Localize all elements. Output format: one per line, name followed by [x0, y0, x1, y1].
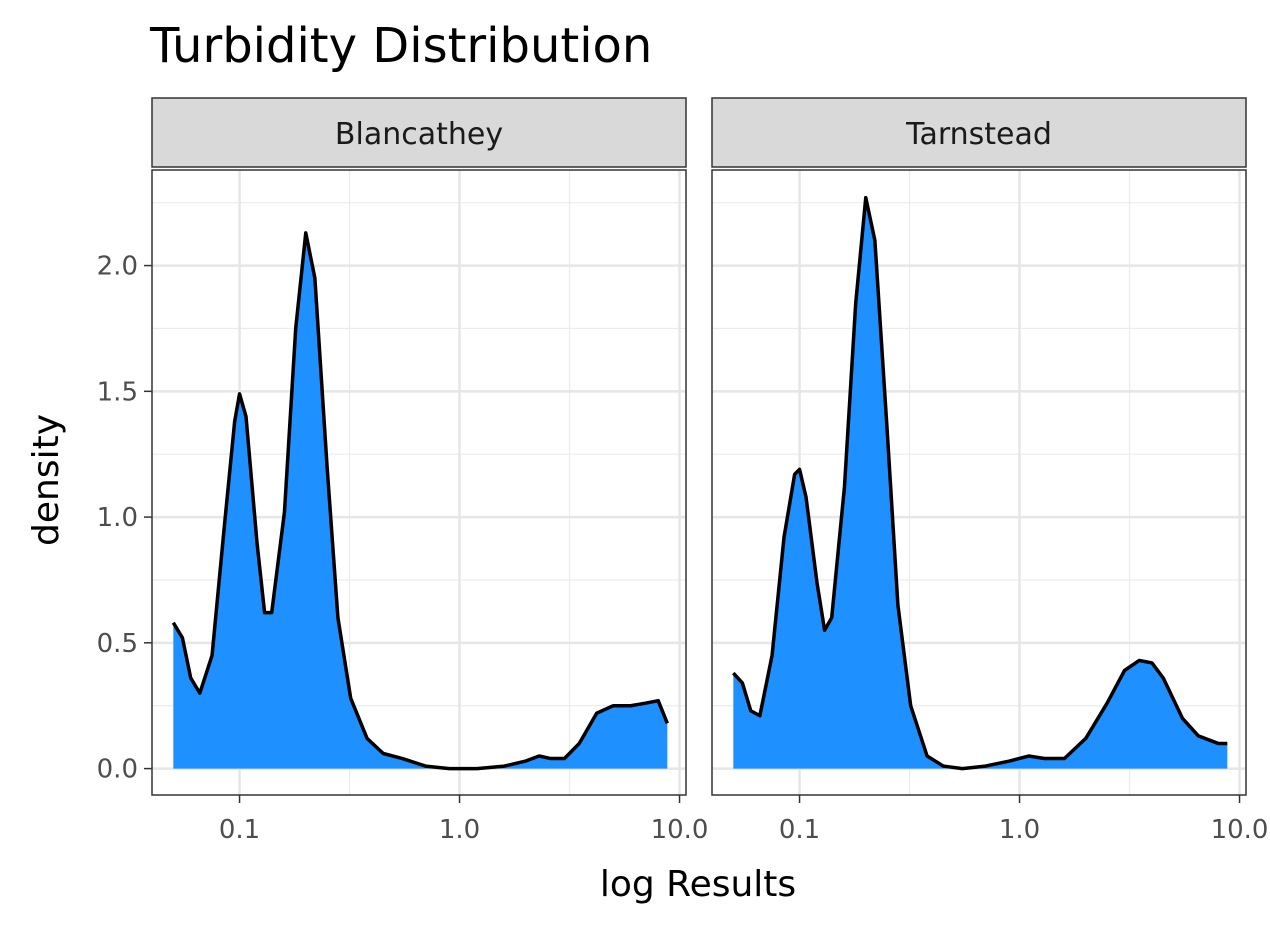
density-line [171, 231, 669, 771]
x-tick-label: 1.0 [999, 815, 1040, 845]
facet-strip-label: Blancathey [335, 117, 503, 152]
y-tick-label: 1.0 [97, 503, 138, 533]
facet-panel-1: Blancathey 0.1 1.0 10.0 0.0 0.5 1.0 1.5 2.0 [97, 97, 709, 845]
density-line [732, 195, 1228, 771]
y-tick-label: 0.5 [97, 629, 138, 659]
facet-panels: Blancathey 0.1 1.0 10.0 0.0 0.5 1.0 1.5 2.0 Tarns… [97, 97, 1269, 845]
y-tick-label: 0.0 [97, 755, 138, 785]
y-tick-label: 2.0 [97, 252, 138, 282]
x-tick-label: 0.1 [219, 815, 260, 845]
facet-strip [151, 97, 687, 168]
facet-strip-label: Tarnstead [905, 117, 1052, 152]
x-axis-title: log Results [600, 864, 796, 905]
panel-border [711, 169, 1247, 796]
x-tick-label: 10.0 [651, 815, 709, 845]
chart-title: Turbidity Distribution [149, 18, 652, 74]
facet-panel-2: Tarnstead 0.1 1.0 10.0 [711, 97, 1269, 845]
y-axis-title: density [26, 414, 67, 546]
panel-border [151, 169, 687, 796]
density-area [733, 197, 1228, 769]
x-tick-label: 0.1 [779, 815, 820, 845]
x-tick-label: 10.0 [1211, 815, 1269, 845]
y-tick-label: 1.5 [97, 377, 138, 407]
facet-strip [711, 97, 1247, 168]
x-tick-label: 1.0 [439, 815, 480, 845]
density-area [173, 232, 668, 769]
